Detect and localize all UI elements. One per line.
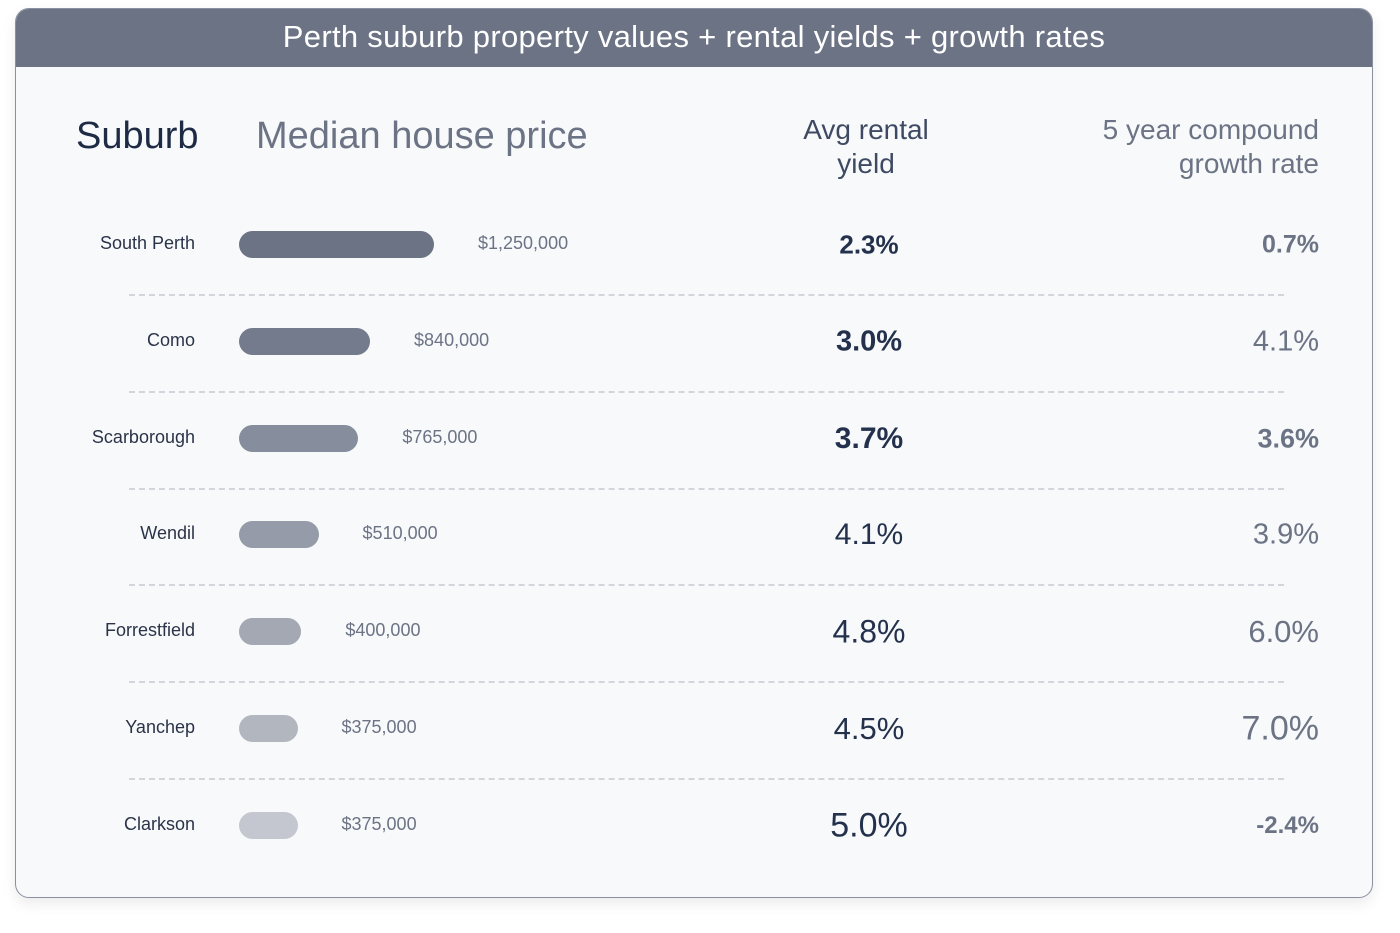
rental-yield: 4.8% <box>832 613 906 650</box>
header-price: Median house price <box>256 115 588 157</box>
suburb-label: Scarborough <box>91 426 195 447</box>
growth-rate: 3.6% <box>1257 423 1319 454</box>
price-bar <box>239 521 319 549</box>
growth-rate: 3.9% <box>1252 518 1319 551</box>
price-label: $765,000 <box>402 426 478 447</box>
rental-yield: 5.0% <box>830 806 908 845</box>
row-divider <box>129 487 1284 490</box>
infographic-card: Perth suburb property values + rental yi… <box>15 8 1373 898</box>
table-row: Como $840,000 3.0% 4.1% <box>16 322 1372 362</box>
growth-rate: 0.7% <box>1262 230 1319 259</box>
header-suburb: Suburb <box>76 115 199 157</box>
growth-rate: 6.0% <box>1248 614 1319 650</box>
rental-yield: 4.1% <box>834 518 904 552</box>
price-label: $840,000 <box>414 329 490 350</box>
table-row: Yanchep $375,000 4.5% 7.0% <box>16 709 1372 749</box>
price-bar <box>239 811 298 839</box>
price-label: $400,000 <box>345 620 421 641</box>
header-yield-line2: yield <box>837 148 895 179</box>
table-row: South Perth $1,250,000 2.3% 0.7% <box>16 225 1372 265</box>
suburb-label: Yanchep <box>125 717 195 737</box>
row-divider <box>129 681 1284 684</box>
price-bar <box>239 618 302 646</box>
suburb-label: Clarkson <box>123 813 195 834</box>
rental-yield: 3.0% <box>835 325 903 358</box>
header-growth-line1: 5 year compound <box>1102 114 1319 145</box>
row-divider <box>129 584 1284 587</box>
rental-yield: 3.7% <box>834 421 904 455</box>
growth-rate: 4.1% <box>1252 325 1319 358</box>
suburb-label: Forrestfield <box>104 620 195 641</box>
table-row: Scarborough $765,000 3.7% 3.6% <box>16 419 1372 459</box>
price-bar <box>239 715 298 742</box>
header-growth: 5 year compound growth rate <box>959 113 1319 181</box>
suburb-label: South Perth <box>99 233 195 253</box>
rental-yield: 2.3% <box>839 229 899 260</box>
price-label: $375,000 <box>341 717 417 737</box>
header-yield: Avg rental yield <box>746 113 986 181</box>
growth-rate: -2.4% <box>1256 811 1319 839</box>
suburb-label: Wendil <box>140 523 195 544</box>
table-row: Wendil $510,000 4.1% 3.9% <box>16 515 1372 555</box>
growth-rate: 7.0% <box>1241 709 1320 748</box>
row-divider <box>129 390 1284 393</box>
rental-yield: 4.5% <box>833 711 905 746</box>
price-bar <box>239 327 371 355</box>
row-divider <box>129 294 1284 296</box>
row-divider <box>129 778 1284 780</box>
table-row: Clarkson $375,000 5.0% -2.4% <box>16 806 1372 846</box>
price-label: $1,250,000 <box>478 233 569 253</box>
header-growth-line2: growth rate <box>1178 148 1319 179</box>
header-yield-line1: Avg rental <box>803 114 929 145</box>
price-bar <box>239 231 434 258</box>
chart-title: Perth suburb property values + rental yi… <box>16 9 1372 67</box>
table-row: Forrestfield $400,000 4.8% 6.0% <box>16 612 1372 652</box>
price-label: $510,000 <box>362 523 438 544</box>
price-bar <box>239 424 359 452</box>
suburb-label: Como <box>146 329 195 350</box>
price-label: $375,000 <box>341 813 417 834</box>
